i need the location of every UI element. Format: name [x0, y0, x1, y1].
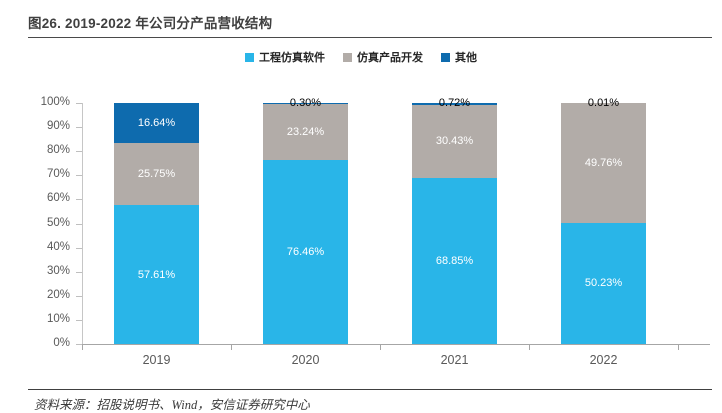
- x-axis-label: 2020: [291, 353, 320, 367]
- bar-value-label: 30.43%: [435, 135, 474, 148]
- bar-value-label: 76.46%: [286, 245, 325, 258]
- y-axis-label: 0%: [53, 337, 70, 349]
- bar-segment-2020-2: [263, 103, 348, 104]
- y-axis-tick: [76, 223, 82, 225]
- legend-item: 其他: [441, 49, 477, 65]
- y-axis-tick: [76, 295, 82, 297]
- y-axis-label: 20%: [46, 288, 70, 301]
- bar-value-label: 25.75%: [137, 168, 176, 181]
- legend-label: 仿真产品开发: [357, 52, 423, 64]
- bar-value-label: 57.61%: [137, 268, 176, 281]
- x-axis-tick: [678, 345, 679, 350]
- x-axis-label: 2019: [142, 353, 171, 367]
- bar-segment-2022-1: 49.76%: [561, 103, 646, 223]
- y-axis-label: 40%: [46, 240, 70, 253]
- y-axis-label: 70%: [46, 168, 70, 181]
- x-axis-label: 2022: [589, 353, 618, 367]
- legend-item: 工程仿真软件: [245, 49, 325, 65]
- y-axis-tick: [76, 127, 82, 129]
- y-axis-line: [82, 103, 83, 344]
- x-axis-tick: [82, 345, 83, 350]
- source-divider: [28, 389, 712, 390]
- bar-value-label: 50.23%: [584, 277, 623, 290]
- figure-title: 图26. 2019-2022 年公司分产品营收结构: [28, 16, 273, 31]
- y-axis-label: 90%: [46, 120, 70, 133]
- x-axis-tick: [529, 345, 530, 350]
- bar-value-label: 0.01%: [587, 97, 620, 109]
- bar-value-label: 68.85%: [435, 255, 474, 268]
- y-axis-tick: [76, 175, 82, 177]
- bar-segment-2020-0: 76.46%: [263, 159, 348, 344]
- legend-item: 仿真产品开发: [343, 49, 423, 65]
- stacked-bar-chart: 0% 10% 20% 30% 40% 50% 60% 70% 80% 90% 100% 57.61% 2…: [0, 96, 722, 373]
- legend-swatch-icon: [343, 52, 352, 62]
- y-axis-tick: [76, 271, 82, 273]
- bar-value-label: 0.72%: [438, 97, 471, 109]
- y-axis-tick: [76, 344, 82, 345]
- legend-swatch-icon: [441, 52, 450, 62]
- y-axis-label: 10%: [46, 312, 70, 325]
- chart-legend: 工程仿真软件 仿真产品开发 其他: [0, 50, 722, 64]
- legend-swatch-icon: [245, 52, 254, 62]
- bar-segment-2020-1: 23.24%: [263, 103, 348, 160]
- title-row: 图26. 2019-2022 年公司分产品营收结构: [28, 12, 712, 38]
- x-axis-tick: [380, 345, 381, 350]
- x-axis-label: 2021: [440, 353, 469, 367]
- y-axis-tick: [76, 199, 82, 201]
- y-axis-tick: [76, 103, 82, 104]
- bar-segment-2021-2: [412, 103, 497, 105]
- x-axis-line: [82, 344, 710, 345]
- bar-segment-2019-1: 25.75%: [114, 143, 199, 206]
- y-axis-label: 80%: [46, 144, 70, 157]
- source-note: 资料来源：招股说明书、Wind，安信证券研究中心: [34, 398, 310, 412]
- y-axis-label: 60%: [46, 192, 70, 205]
- y-axis-tick: [76, 151, 82, 153]
- bar-value-label: 49.76%: [584, 156, 623, 169]
- bar-value-label: 16.64%: [137, 117, 176, 130]
- y-axis-label: 100%: [40, 96, 70, 108]
- legend-label: 工程仿真软件: [259, 52, 325, 64]
- bar-segment-2019-2: 16.64%: [114, 103, 199, 144]
- legend-label: 其他: [455, 52, 477, 64]
- y-axis-tick: [76, 247, 82, 249]
- bar-segment-2021-1: 30.43%: [412, 104, 497, 179]
- x-axis-tick: [231, 345, 232, 350]
- bar-segment-2021-0: 68.85%: [412, 178, 497, 344]
- y-axis-label: 50%: [46, 216, 70, 229]
- bar-segment-2019-0: 57.61%: [114, 205, 199, 344]
- bar-value-label: 23.24%: [286, 125, 325, 138]
- y-axis-tick: [76, 319, 82, 321]
- bar-segment-2022-0: 50.23%: [561, 222, 646, 344]
- y-axis-label: 30%: [46, 264, 70, 277]
- bar-value-label: 0.30%: [289, 97, 322, 109]
